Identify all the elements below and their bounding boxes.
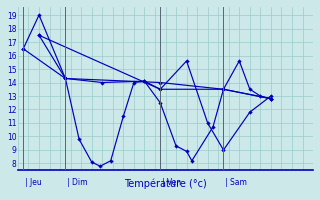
Text: | Ven: | Ven [162,178,181,187]
Text: | Jeu: | Jeu [25,178,42,187]
Text: | Dim: | Dim [67,178,87,187]
Text: | Sam: | Sam [225,178,247,187]
X-axis label: Température (°c): Température (°c) [124,179,207,189]
